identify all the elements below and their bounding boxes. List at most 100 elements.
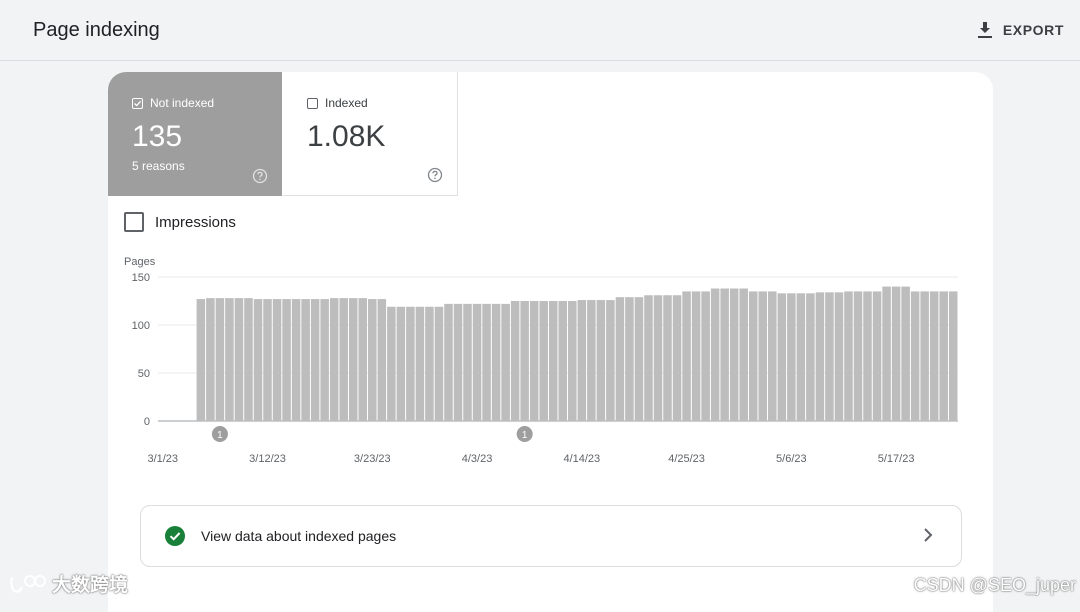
- not-indexed-value: 135: [132, 120, 183, 153]
- tile-not-indexed[interactable]: Not indexed 135 5 reasons: [108, 72, 282, 196]
- view-indexed-pages-button[interactable]: View data about indexed pages: [140, 505, 962, 567]
- bar: [387, 306, 396, 421]
- bar: [301, 299, 310, 421]
- indexed-checkbox[interactable]: [307, 97, 318, 109]
- y-tick-label: 100: [132, 320, 150, 332]
- bar: [777, 293, 787, 421]
- bar: [472, 303, 482, 421]
- bar: [548, 301, 558, 421]
- bar: [939, 291, 948, 421]
- watermark-right: CSDN @SEO_juper: [913, 575, 1076, 595]
- bar: [282, 299, 291, 421]
- x-tick-label: 3/1/23: [147, 453, 178, 465]
- bar: [672, 295, 682, 421]
- bar: [910, 291, 920, 421]
- bar: [453, 303, 463, 421]
- impressions-label: Impressions: [155, 213, 236, 231]
- help-icon[interactable]: [252, 168, 268, 184]
- indexed-label: Indexed: [325, 96, 368, 110]
- bar: [891, 286, 901, 421]
- bar: [729, 288, 739, 421]
- bar: [529, 301, 539, 421]
- bar: [320, 299, 329, 421]
- bar: [596, 300, 606, 421]
- bar: [539, 301, 548, 421]
- y-tick-label: 150: [132, 272, 150, 284]
- bar: [434, 306, 444, 421]
- tile-not-indexed-label-row: Not indexed: [132, 96, 214, 110]
- y-tick-label: 50: [138, 368, 150, 380]
- bar: [844, 291, 853, 421]
- x-tick-label: 4/3/23: [462, 453, 493, 465]
- bar: [634, 297, 644, 421]
- indexing-card: Not indexed 135 5 reasons Indexed 1.08K …: [108, 72, 993, 612]
- impressions-checkbox[interactable]: [124, 212, 144, 232]
- tile-indexed-label-row: Indexed: [307, 96, 368, 110]
- header-bar: Page indexing EXPORT: [0, 0, 1080, 61]
- not-indexed-label: Not indexed: [150, 96, 215, 110]
- bar: [710, 288, 720, 421]
- export-label: EXPORT: [1002, 22, 1064, 38]
- watermark-left: 大数跨境: [8, 570, 128, 597]
- bar: [263, 299, 272, 421]
- bar: [872, 291, 882, 421]
- bar: [644, 295, 653, 421]
- bar: [348, 298, 358, 421]
- bar: [358, 298, 368, 421]
- bar: [701, 291, 710, 421]
- bar: [196, 299, 206, 421]
- bar: [834, 292, 844, 421]
- help-icon[interactable]: [427, 167, 443, 183]
- bar: [882, 286, 891, 421]
- bar: [787, 293, 796, 421]
- export-button[interactable]: EXPORT: [977, 17, 1064, 43]
- x-tick-label: 3/23/23: [354, 453, 391, 465]
- tile-indexed[interactable]: Indexed 1.08K: [283, 72, 458, 196]
- pages-chart: Pages 0 50 100 150 3/1/23 3/12/23 3/23/23 4/3/23…: [108, 250, 993, 475]
- page-title: Page indexing: [33, 19, 160, 41]
- bar: [615, 297, 625, 421]
- bar: [482, 303, 491, 421]
- bar: [415, 306, 425, 421]
- bar: [663, 295, 672, 421]
- x-tick-label: 4/14/23: [563, 453, 600, 465]
- annotation-label: 1: [522, 430, 528, 441]
- brand-logo-icon: [10, 574, 46, 593]
- bar: [929, 291, 939, 421]
- bar: [406, 306, 415, 421]
- bar: [901, 286, 910, 421]
- bar: [339, 298, 348, 421]
- bar: [377, 299, 387, 421]
- x-tick-label: 3/12/23: [249, 453, 286, 465]
- annotation-marker: [211, 426, 228, 442]
- bar: [501, 303, 510, 421]
- impressions-toggle[interactable]: Impressions: [124, 212, 236, 232]
- y-axis-label: Pages: [124, 256, 156, 268]
- bar: [577, 300, 587, 421]
- bar: [368, 299, 377, 421]
- indexed-value: 1.08K: [307, 120, 386, 153]
- bar: [520, 301, 529, 421]
- bar: [463, 303, 472, 421]
- bar: [444, 303, 453, 421]
- bar: [558, 301, 568, 421]
- bar: [329, 298, 339, 421]
- bar: [244, 298, 253, 421]
- bar: [606, 300, 615, 421]
- bar: [863, 291, 872, 421]
- download-icon: [977, 22, 992, 38]
- bar: [234, 298, 244, 421]
- bar: [225, 298, 234, 421]
- bar: [425, 306, 434, 421]
- x-tick-label: 4/25/23: [668, 453, 705, 465]
- bar: [253, 299, 263, 421]
- annotation-label: 1: [217, 430, 223, 441]
- bar: [272, 299, 282, 421]
- view-indexed-pages-label: View data about indexed pages: [201, 528, 397, 544]
- bar: [748, 291, 758, 421]
- bar: [806, 293, 815, 421]
- x-tick-label: 5/17/23: [878, 453, 915, 465]
- not-indexed-checkbox[interactable]: [132, 97, 143, 109]
- chevron-right-icon: [924, 528, 933, 542]
- bar: [396, 306, 406, 421]
